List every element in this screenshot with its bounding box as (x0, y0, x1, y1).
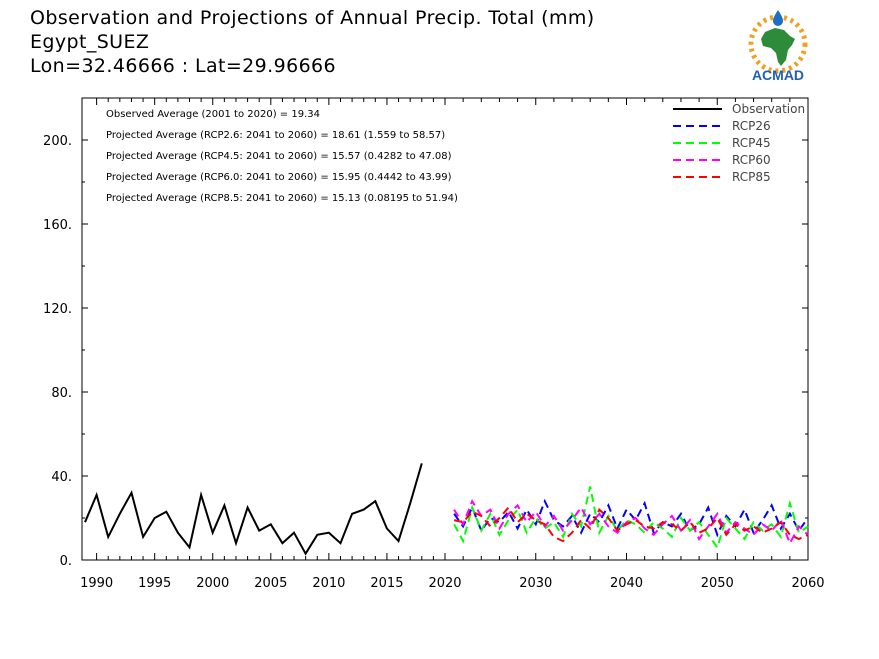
x-tick-label: 2005 (254, 576, 287, 591)
series-line-rcp85 (453, 505, 809, 543)
annotation-line: Projected Average (RCP2.6: 2041 to 2060)… (106, 130, 445, 141)
legend: Observation RCP26 RCP45 RCP60 RCP85 (673, 102, 805, 184)
logo-africa-shape (761, 28, 795, 66)
x-tick-label: 1995 (138, 576, 171, 591)
x-tick-label: 2020 (428, 576, 461, 591)
series-layer (84, 463, 809, 556)
legend-label-observation: Observation (732, 102, 805, 116)
x-tick-label: 2040 (610, 576, 643, 591)
acmad-logo: ACMAD (748, 10, 808, 83)
plot-frame (81, 97, 809, 561)
annotation-line: Projected Average (RCP8.5: 2041 to 2060)… (106, 193, 458, 204)
series-line-observation (84, 463, 423, 556)
legend-label-rcp26: RCP26 (732, 119, 771, 133)
chart-title: Observation and Projections of Annual Pr… (30, 7, 595, 29)
y-tick-label: 0. (60, 554, 72, 569)
annotation-line: Observed Average (2001 to 2020) = 19.34 (106, 109, 320, 120)
annotation-block: Observed Average (2001 to 2020) = 19.34 P… (106, 109, 458, 204)
y-tick-label: 80. (51, 386, 72, 401)
annotation-line: Projected Average (RCP4.5: 2041 to 2060)… (106, 151, 452, 162)
chart-title-block: Observation and Projections of Annual Pr… (30, 6, 595, 78)
series-line-rcp60 (453, 498, 809, 546)
annotation-line: Projected Average (RCP6.0: 2041 to 2060)… (106, 172, 452, 183)
y-tick-label: 160. (43, 218, 72, 233)
station-name: Egypt_SUEZ (30, 31, 150, 53)
logo-text: ACMAD (752, 67, 804, 83)
x-tick-label: 2060 (791, 576, 824, 591)
y-tick-label: 120. (43, 302, 72, 317)
x-tick-label: 2010 (312, 576, 345, 591)
x-tick-label: 2000 (196, 576, 229, 591)
station-coordinates: Lon=32.46666 : Lat=29.96666 (30, 55, 337, 77)
x-tick-label: 2050 (701, 576, 734, 591)
x-tick-label: 1990 (80, 576, 113, 591)
x-tick-label: 2030 (519, 576, 552, 591)
legend-label-rcp45: RCP45 (732, 136, 771, 150)
x-axis: 1990 1995 2000 2005 2010 2015 2020 2030 2040 2050… (80, 98, 825, 591)
y-tick-label: 200. (43, 134, 72, 149)
y-axis: 0. 40. 80. 120. 160. 200. (43, 134, 808, 569)
legend-label-rcp60: RCP60 (732, 153, 771, 167)
y-tick-label: 40. (51, 470, 72, 485)
series-line-rcp26 (453, 498, 809, 538)
x-tick-label: 2015 (370, 576, 403, 591)
legend-label-rcp85: RCP85 (732, 170, 771, 184)
logo-drop-icon (773, 10, 783, 26)
